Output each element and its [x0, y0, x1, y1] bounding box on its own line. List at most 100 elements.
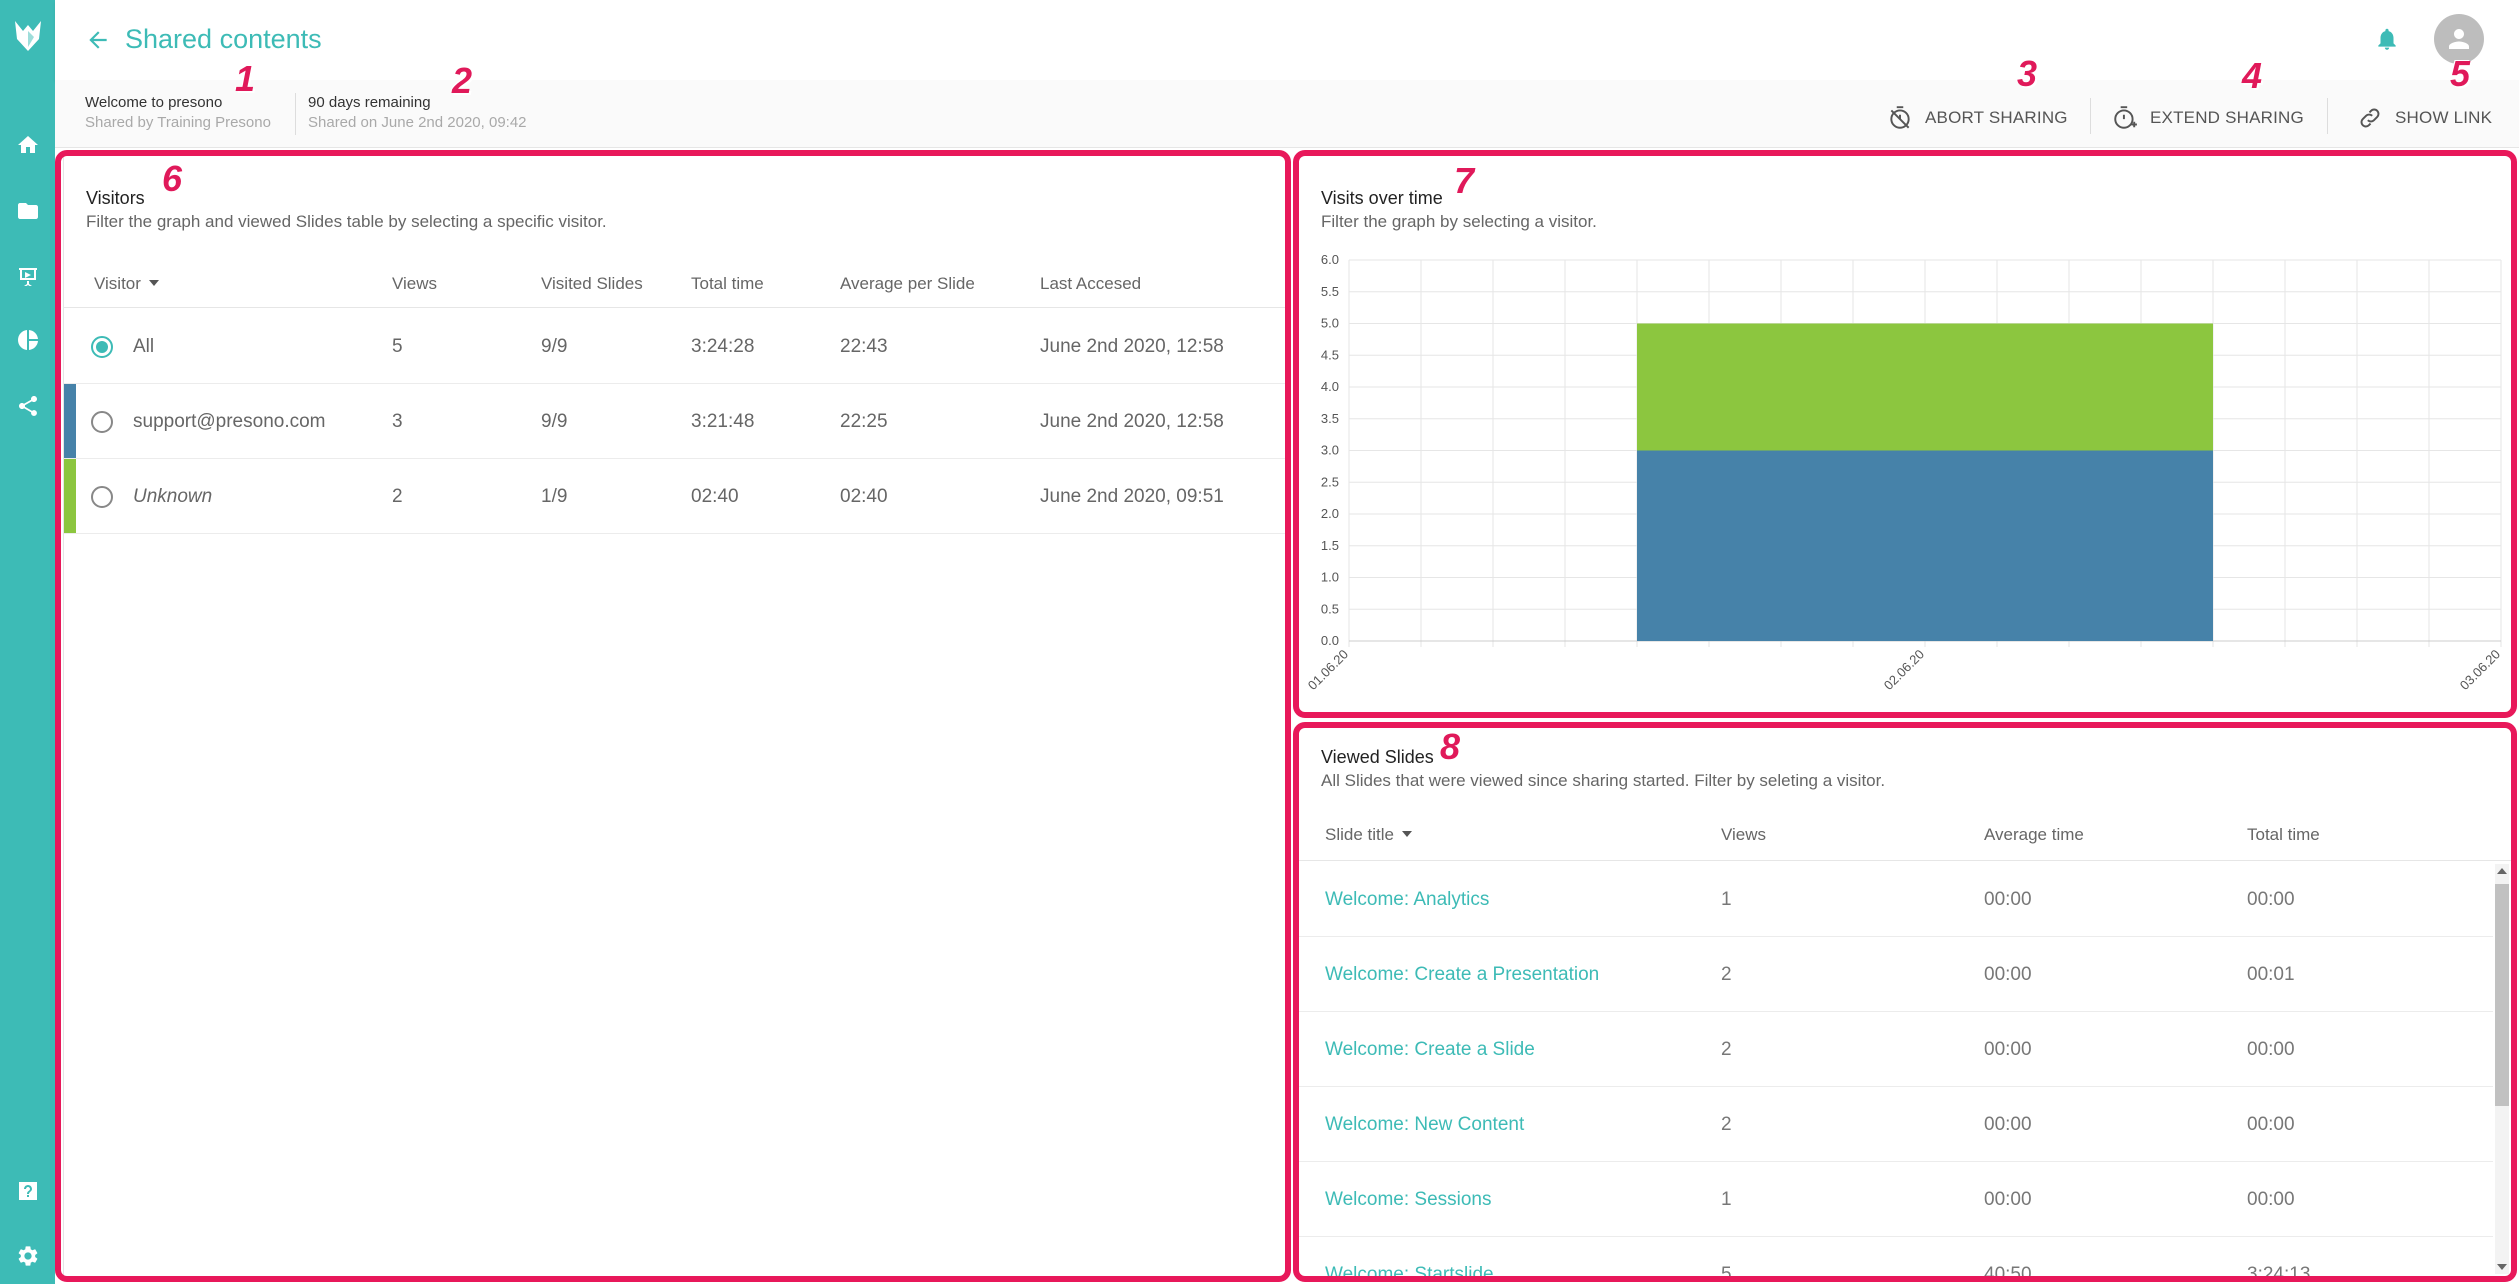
column-header-visitor[interactable]: Visitor: [94, 274, 159, 294]
visitor-average: 02:40: [840, 486, 888, 507]
visitor-radio[interactable]: [91, 336, 113, 358]
y-tick-label: 0.0: [1321, 633, 1339, 648]
visitor-row-all[interactable]: All 5 9/9 3:24:28 22:43 June 2nd 2020, 1…: [64, 309, 1285, 384]
link-icon: [2360, 108, 2380, 128]
visitor-radio[interactable]: [91, 411, 113, 433]
slide-average-time: 40:50: [1984, 1264, 2032, 1276]
y-tick-label: 3.5: [1321, 411, 1339, 426]
slide-title-link[interactable]: Welcome: Create a Presentation: [1325, 964, 1600, 985]
column-header-average: Average per Slide: [840, 274, 975, 293]
table-row: Welcome: Create a Slide 2 00:00 00:00: [1299, 1012, 2493, 1087]
abort-sharing-button[interactable]: ABORT SHARING: [1887, 100, 2068, 136]
annotation-number: 8: [1440, 726, 1461, 767]
visits-over-time-panel: Visits over time Filter the graph by sel…: [1298, 155, 2512, 713]
visitor-color-bar: [64, 309, 76, 383]
info-divider: [295, 93, 296, 135]
slides-table-header: Slide title Views Average time Total tim…: [1299, 810, 2511, 861]
visitor-name: All: [133, 336, 155, 357]
visits-chart-subtitle: Filter the graph by selecting a visitor.: [1321, 212, 1597, 231]
scroll-up-icon[interactable]: [2497, 868, 2507, 874]
annotation-number: 2: [452, 60, 473, 101]
bell-icon: [2378, 28, 2396, 50]
sort-caret-icon: [148, 279, 159, 286]
visitor-row-unknown[interactable]: Unknown 2 1/9 02:40 02:40 June 2nd 2020,…: [64, 459, 1285, 534]
y-tick-label: 5.0: [1321, 316, 1339, 331]
y-tick-label: 1.0: [1321, 570, 1339, 585]
abort-sharing-label: ABORT SHARING: [1925, 108, 2068, 127]
help-icon: [18, 1182, 37, 1200]
pie-chart-icon: [17, 330, 38, 350]
visitor-views: 2: [392, 486, 403, 507]
visitor-last-accessed: June 2nd 2020, 12:58: [1040, 336, 1224, 357]
user-avatar[interactable]: [2434, 14, 2484, 64]
slide-average-time: 00:00: [1984, 964, 2032, 985]
visitor-views: 3: [392, 411, 403, 432]
visitor-visited-slides: 9/9: [541, 336, 568, 357]
slide-title-link[interactable]: Welcome: Create a Slide: [1325, 1039, 1535, 1060]
viewed-slides-subtitle: All Slides that were viewed since sharin…: [1321, 771, 1886, 790]
viewed-slides-panel: Viewed Slides All Slides that were viewe…: [1298, 727, 2512, 1277]
visitor-radio[interactable]: [91, 486, 113, 508]
show-link-label: SHOW LINK: [2395, 108, 2493, 127]
presentation-name: Welcome to presono: [85, 94, 223, 111]
extend-sharing-button[interactable]: EXTEND SHARING: [2112, 100, 2304, 136]
visitor-name: support@presono.com: [133, 411, 326, 432]
shared-by: Shared by Training Presono: [85, 114, 271, 131]
column-header-last-accessed: Last Accesed: [1040, 274, 1142, 293]
show-link-button[interactable]: SHOW LINK: [2357, 100, 2492, 136]
top-header: Shared contents: [55, 0, 2519, 80]
sidebar-item-shared[interactable]: [0, 384, 55, 428]
sidebar-item-help[interactable]: [0, 1169, 55, 1213]
sidebar-item-folders[interactable]: [0, 189, 55, 233]
timer-add-icon: [2114, 106, 2137, 129]
visitor-row-support[interactable]: support@presono.com 3 9/9 3:21:48 22:25 …: [64, 384, 1285, 459]
y-tick-label: 2.5: [1321, 474, 1339, 489]
visitor-color-bar: [64, 384, 76, 458]
visitor-last-accessed: June 2nd 2020, 12:58: [1040, 411, 1224, 432]
slide-title-link[interactable]: Welcome: Startslide: [1325, 1264, 1494, 1276]
notifications-button[interactable]: [2372, 22, 2402, 56]
x-tick-label: 03.06.20: [2457, 647, 2503, 693]
back-button[interactable]: [80, 22, 116, 58]
page-title: Shared contents: [125, 24, 322, 54]
visitor-name: Unknown: [133, 486, 213, 507]
visitors-table-header: Visitor Views Visited Slides Total time …: [64, 260, 1285, 308]
slide-views: 1: [1721, 889, 1732, 910]
bar-segment-0[interactable]: [1637, 450, 2213, 642]
table-row: Welcome: Analytics 1 00:00 00:00: [1299, 862, 2493, 937]
visits-chart[interactable]: 0.0 0.5 1.0 1.5 2.0 2.5 3.0 3.5 4.0 4.5 5.0 5.5 6.0 0…: [1299, 252, 2511, 712]
sort-caret-icon: [1401, 830, 1412, 837]
slide-average-time: 00:00: [1984, 1039, 2032, 1060]
share-icon: [18, 396, 37, 416]
sidebar-item-analytics[interactable]: [0, 318, 55, 362]
column-header-views: Views: [1721, 825, 1767, 844]
column-header-slide-title[interactable]: Slide title: [1325, 825, 1412, 845]
user-icon: [2449, 29, 2469, 49]
slide-views: 2: [1721, 964, 1732, 985]
bar-segment-1[interactable]: [1637, 323, 2213, 451]
slide-views: 2: [1721, 1114, 1732, 1135]
sidebar: [0, 0, 55, 1284]
slide-title-link[interactable]: Welcome: New Content: [1325, 1114, 1525, 1135]
table-row: Welcome: Startslide 5 40:50 3:24:13: [1299, 1237, 2493, 1276]
sidebar-item-settings[interactable]: [0, 1234, 55, 1278]
slide-total-time: 3:24:13: [2247, 1264, 2311, 1276]
scroll-down-icon[interactable]: [2497, 1264, 2507, 1270]
extend-sharing-label: EXTEND SHARING: [2150, 108, 2304, 127]
sidebar-item-home[interactable]: [0, 123, 55, 167]
presono-logo[interactable]: [0, 0, 55, 72]
visitor-views: 5: [392, 336, 403, 357]
slide-total-time: 00:00: [2247, 1039, 2295, 1060]
slide-title-link[interactable]: Welcome: Analytics: [1325, 889, 1490, 910]
slides-scrollbar-thumb[interactable]: [2495, 884, 2509, 1106]
slide-average-time: 00:00: [1984, 1189, 2032, 1210]
slide-total-time: 00:00: [2247, 1114, 2295, 1135]
slide-average-time: 00:00: [1984, 889, 2032, 910]
sidebar-item-presentations[interactable]: [0, 255, 55, 299]
slides-table-body[interactable]: Welcome: Analytics 1 00:00 00:00 Welcome…: [1299, 862, 2511, 1276]
folder-icon: [17, 203, 38, 219]
y-tick-label: 4.0: [1321, 379, 1339, 394]
shared-on: Shared on June 2nd 2020, 09:42: [308, 114, 527, 131]
slide-title-link[interactable]: Welcome: Sessions: [1325, 1189, 1492, 1210]
slide-views: 1: [1721, 1189, 1732, 1210]
